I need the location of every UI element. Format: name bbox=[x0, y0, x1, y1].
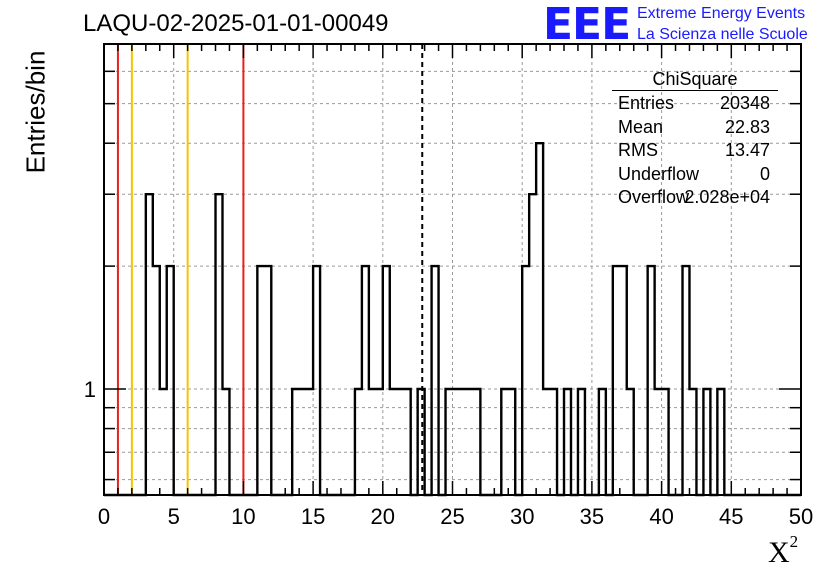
x-tick-label: 0 bbox=[98, 504, 110, 529]
x-tick-label: 20 bbox=[371, 504, 395, 529]
stats-label: Overflow bbox=[618, 187, 690, 207]
grid-lines bbox=[104, 44, 801, 495]
stats-divider bbox=[612, 90, 778, 91]
stats-row-rms: RMS 13.47 bbox=[612, 139, 778, 163]
stats-label: Mean bbox=[618, 116, 664, 137]
reference-lines bbox=[116, 44, 424, 495]
x-tick-label: 30 bbox=[510, 504, 534, 529]
x-tick-label: 25 bbox=[440, 504, 464, 529]
plot-frame bbox=[103, 43, 802, 496]
x-tick-label: 5 bbox=[168, 504, 180, 529]
histogram-title: LAQU-02-2025-01-01-00049 bbox=[83, 10, 389, 37]
org-line-1: Extreme Energy Events bbox=[637, 5, 806, 22]
stats-box: ChiSquare Entries 20348 Mean 22.83 RMS 1… bbox=[612, 68, 778, 210]
axis-ticks bbox=[103, 44, 802, 495]
stats-label: RMS bbox=[618, 140, 658, 160]
y-tick-labels: 1 bbox=[84, 377, 96, 402]
stats-value: 2.028e+04 bbox=[684, 187, 770, 207]
x-tick-label: 10 bbox=[231, 504, 255, 529]
stats-row-overflow: Overflow 2.028e+04 bbox=[612, 186, 778, 210]
x-tick-label: 50 bbox=[789, 504, 813, 529]
org-line-2: La Scienza nelle Scuole bbox=[637, 26, 808, 43]
stats-label: Entries bbox=[618, 93, 675, 113]
x-axis-label: X2 bbox=[768, 532, 799, 569]
eee-logo: EEE bbox=[543, 0, 631, 50]
x-tick-label: 35 bbox=[580, 504, 604, 529]
x-tick-labels: 0 5 10 15 20 25 30 35 40 45 50 bbox=[98, 504, 813, 529]
organization-label: Extreme Energy Events La Scienza nelle S… bbox=[637, 3, 808, 45]
x-tick-label: 45 bbox=[719, 504, 743, 529]
stats-row-mean: Mean 22.83 bbox=[612, 116, 778, 140]
stats-title: ChiSquare bbox=[652, 69, 738, 89]
stats-value: 22.83 bbox=[724, 116, 770, 137]
stats-value: 0 bbox=[759, 163, 770, 184]
x-tick-label: 40 bbox=[649, 504, 673, 529]
stats-value: 20348 bbox=[719, 93, 770, 113]
stats-label: Underflow bbox=[618, 163, 700, 184]
stats-row-underflow: Underflow 0 bbox=[612, 163, 778, 187]
y-tick-label: 1 bbox=[84, 377, 96, 402]
stats-value: 13.47 bbox=[724, 140, 770, 160]
x-tick-label: 15 bbox=[301, 504, 325, 529]
stats-row-entries: Entries 20348 bbox=[612, 92, 778, 116]
